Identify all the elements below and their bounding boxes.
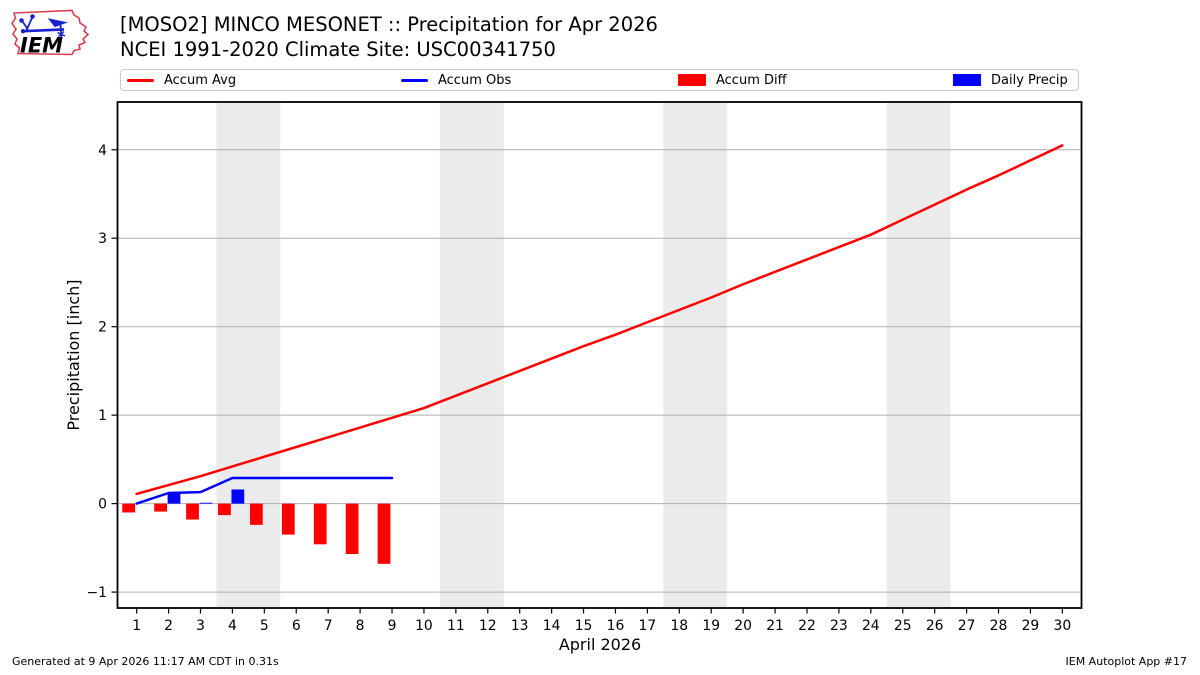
x-tick-label: 8 (356, 618, 365, 634)
weekend-band (663, 103, 728, 607)
y-axis-label: Precipitation [inch] (64, 279, 83, 430)
accum-diff-bar (218, 503, 231, 516)
x-tick-label: 9 (388, 618, 397, 634)
y-tick-label: 1 (98, 408, 107, 424)
legend-label: Accum Avg (164, 72, 237, 88)
x-tick-label: 6 (292, 618, 301, 634)
x-tick-label: 3 (196, 618, 205, 634)
accum-diff-bar (249, 503, 263, 525)
legend-label: Daily Precip (991, 72, 1068, 88)
x-tick-label: 15 (575, 618, 593, 634)
legend-item-accum-diff: Accum Diff (678, 70, 787, 90)
x-tick-label: 2 (164, 618, 173, 634)
legend-item-accum-avg: Accum Avg (127, 70, 236, 90)
x-tick-label: 7 (324, 618, 333, 634)
x-tick-label: 12 (479, 618, 497, 634)
x-tick-label: 16 (607, 618, 625, 634)
generated-at-text: Generated at 9 Apr 2026 11:17 AM CDT in … (12, 655, 279, 668)
x-tick-label: 17 (639, 618, 657, 634)
x-tick-label: 20 (734, 618, 752, 634)
accum-diff-bar (345, 503, 359, 555)
x-tick-label: 25 (894, 618, 912, 634)
weekend-band (216, 103, 281, 607)
x-tick-label: 29 (1022, 618, 1040, 634)
legend-item-accum-obs: Accum Obs (401, 70, 511, 90)
weekend-band (886, 103, 951, 607)
accum-diff-bar (186, 503, 199, 520)
legend: Accum Avg Accum Obs Accum Diff Daily Precip (120, 69, 1079, 91)
weather-vane-icon (19, 14, 68, 39)
daily-precip-bar (167, 493, 181, 504)
x-tick-label: 22 (798, 618, 816, 634)
x-tick-label: 4 (228, 618, 237, 634)
x-tick-label: 1 (132, 618, 141, 634)
x-tick-label: 14 (543, 618, 561, 634)
daily-precip-bar (231, 489, 245, 504)
x-tick-label: 26 (926, 618, 944, 634)
plot-border (116, 101, 1083, 609)
legend-swatch-accum-avg (127, 78, 154, 82)
x-axis-label: April 2026 (559, 635, 641, 654)
x-tick-label: 13 (511, 618, 529, 634)
legend-swatch-daily-precip (953, 74, 981, 86)
accum-diff-bar (154, 503, 167, 512)
x-tick-label: 5 (260, 618, 269, 634)
x-tick-label: 30 (1054, 618, 1072, 634)
x-tick-label: 21 (766, 618, 784, 634)
accum-diff-bar (377, 503, 391, 564)
y-tick-label: 4 (98, 143, 107, 159)
legend-swatch-accum-diff (678, 74, 706, 86)
weekend-band (439, 103, 504, 607)
x-tick-label: 23 (830, 618, 848, 634)
legend-swatch-accum-obs (401, 78, 428, 82)
accum-diff-bar (122, 503, 136, 513)
chart-title-line1: [MOSO2] MINCO MESONET :: Precipitation f… (120, 13, 658, 36)
iem-logo: IEM (11, 9, 90, 58)
y-tick-label: 2 (98, 320, 107, 336)
accum-diff-bar (313, 503, 327, 545)
chart-title-line2: NCEI 1991-2020 Climate Site: USC00341750 (120, 37, 556, 61)
app-credit-text: IEM Autoplot App #17 (1065, 655, 1188, 668)
y-tick-label: −1 (87, 585, 107, 601)
accum-avg-line (135, 144, 1064, 496)
y-tick-label: 0 (98, 497, 107, 513)
accum-diff-bar (281, 503, 295, 535)
accum-obs-line (135, 476, 394, 505)
daily-precip-bar (199, 502, 213, 504)
x-tick-label: 24 (862, 618, 880, 634)
x-tick-label: 11 (447, 618, 465, 634)
x-tick-label: 19 (702, 618, 720, 634)
y-tick-label: 3 (98, 231, 107, 247)
x-tick-label: 10 (415, 618, 433, 634)
legend-item-daily-precip: Daily Precip (953, 70, 1068, 90)
iem-logo-text: IEM (20, 34, 63, 58)
x-tick-label: 18 (670, 618, 688, 634)
x-tick-label: 27 (958, 618, 976, 634)
legend-label: Accum Diff (716, 72, 787, 88)
chart-title: [MOSO2] MINCO MESONET :: Precipitation f… (120, 13, 658, 62)
legend-label: Accum Obs (438, 72, 512, 88)
x-tick-label: 28 (990, 618, 1008, 634)
